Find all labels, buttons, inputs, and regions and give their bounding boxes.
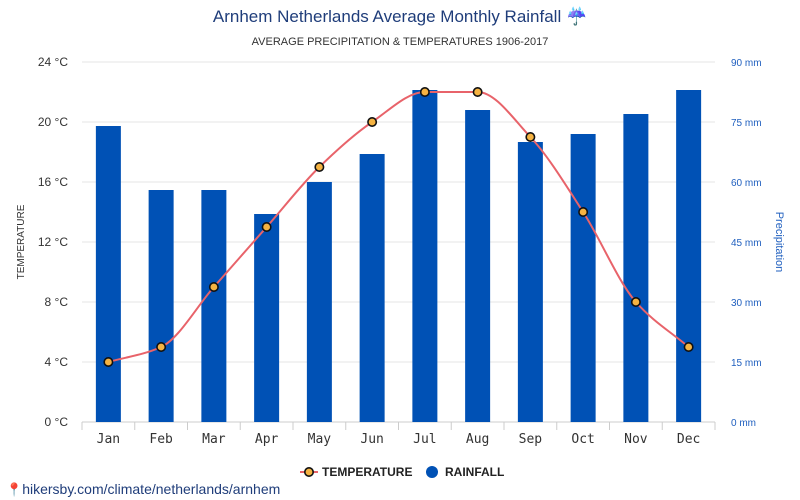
y-left-tick-label: 8 °C <box>45 295 69 309</box>
chart-title: Arnhem Netherlands Average Monthly Rainf… <box>212 7 588 26</box>
temperature-point <box>419 87 430 98</box>
temperature-axis: 0 °C 4 °C 8 °C 12 °C 16 °C 20 °C 24 °C TEMPERAT… <box>16 55 68 429</box>
x-tick-label: Nov <box>624 432 648 447</box>
y-left-tick-label: 20 °C <box>38 115 68 129</box>
y-right-tick-label: 45 mm <box>731 238 762 249</box>
temperature-point <box>208 281 219 292</box>
temperature-point <box>314 162 325 173</box>
x-tick-label: Oct <box>571 432 594 447</box>
chart-legend[interactable]: TEMPERATURE RAINFALL <box>300 465 504 479</box>
temperature-point <box>261 222 272 233</box>
x-tick-label: Jul <box>413 432 436 447</box>
y-left-axis-title: TEMPERATURE <box>16 204 27 279</box>
legend-rainfall-label: RAINFALL <box>445 465 504 479</box>
map-pin-icon: 📍 <box>6 482 23 497</box>
y-right-tick-label: 60 mm <box>731 178 762 189</box>
rainfall-bars <box>95 90 702 422</box>
legend-rainfall-marker <box>426 466 438 478</box>
y-right-tick-label: 75 mm <box>731 118 762 129</box>
y-left-tick-label: 0 °C <box>45 415 69 429</box>
temperature-point <box>578 207 589 218</box>
y-right-tick-label: 30 mm <box>731 298 762 309</box>
x-tick-label: Jun <box>360 432 383 447</box>
y-left-tick-label: 16 °C <box>38 175 68 189</box>
rainfall-bar <box>676 90 702 422</box>
x-tick-label: Mar <box>202 432 226 447</box>
x-tick-label: Sep <box>519 432 543 447</box>
x-tick-label: Feb <box>149 432 173 447</box>
rainfall-bar <box>623 114 649 422</box>
temperature-point <box>156 341 167 352</box>
temperature-point <box>103 356 114 367</box>
source-link[interactable]: 📍hikersby.com/climate/netherlands/arnhem <box>6 481 280 498</box>
rainfall-bar <box>95 126 121 422</box>
y-left-tick-label: 24 °C <box>38 55 68 69</box>
chart-subtitle: AVERAGE PRECIPITATION & TEMPERATURES 190… <box>251 36 549 48</box>
temperature-point <box>630 296 641 307</box>
y-right-tick-label: 90 mm <box>731 58 762 69</box>
precipitation-axis: 0 mm 15 mm 30 mm 45 mm 60 mm 75 mm 90 mm Precip… <box>731 58 785 429</box>
temperature-point <box>525 132 536 143</box>
rainfall-bar <box>201 190 227 422</box>
x-tick-label: Apr <box>255 432 279 447</box>
y-right-tick-label: 0 mm <box>731 418 756 429</box>
y-right-tick-label: 15 mm <box>731 358 762 369</box>
y-right-axis-title: Precipitation <box>773 212 785 273</box>
rainfall-bar <box>517 142 543 422</box>
x-tick-label: May <box>308 432 332 447</box>
x-tick-label: Aug <box>466 432 489 447</box>
rainfall-bar <box>359 154 385 422</box>
legend-temperature-marker <box>303 466 314 477</box>
rainfall-bar <box>570 134 596 422</box>
grid-lines <box>82 61 715 423</box>
rainfall-bar <box>412 90 438 422</box>
temperature-point <box>367 117 378 128</box>
month-axis: Jan Feb Mar Apr May Jun Jul Aug Sep Oct Nov Dec <box>81 422 716 447</box>
temperature-point <box>472 87 483 98</box>
rainfall-bar <box>306 182 332 422</box>
temperature-line-path <box>108 91 690 363</box>
rainfall-bar <box>148 190 174 422</box>
legend-temperature-label: TEMPERATURE <box>322 465 412 479</box>
temperature-line <box>103 87 694 367</box>
y-left-tick-label: 4 °C <box>45 355 69 369</box>
source-link-text: hikersby.com/climate/netherlands/arnhem <box>22 481 281 497</box>
x-tick-label: Jan <box>97 432 120 447</box>
temperature-point <box>683 341 694 352</box>
rainfall-bar <box>254 214 280 422</box>
y-left-tick-label: 12 °C <box>38 235 68 249</box>
rainfall-bar <box>465 110 491 422</box>
x-tick-label: Dec <box>677 432 700 447</box>
